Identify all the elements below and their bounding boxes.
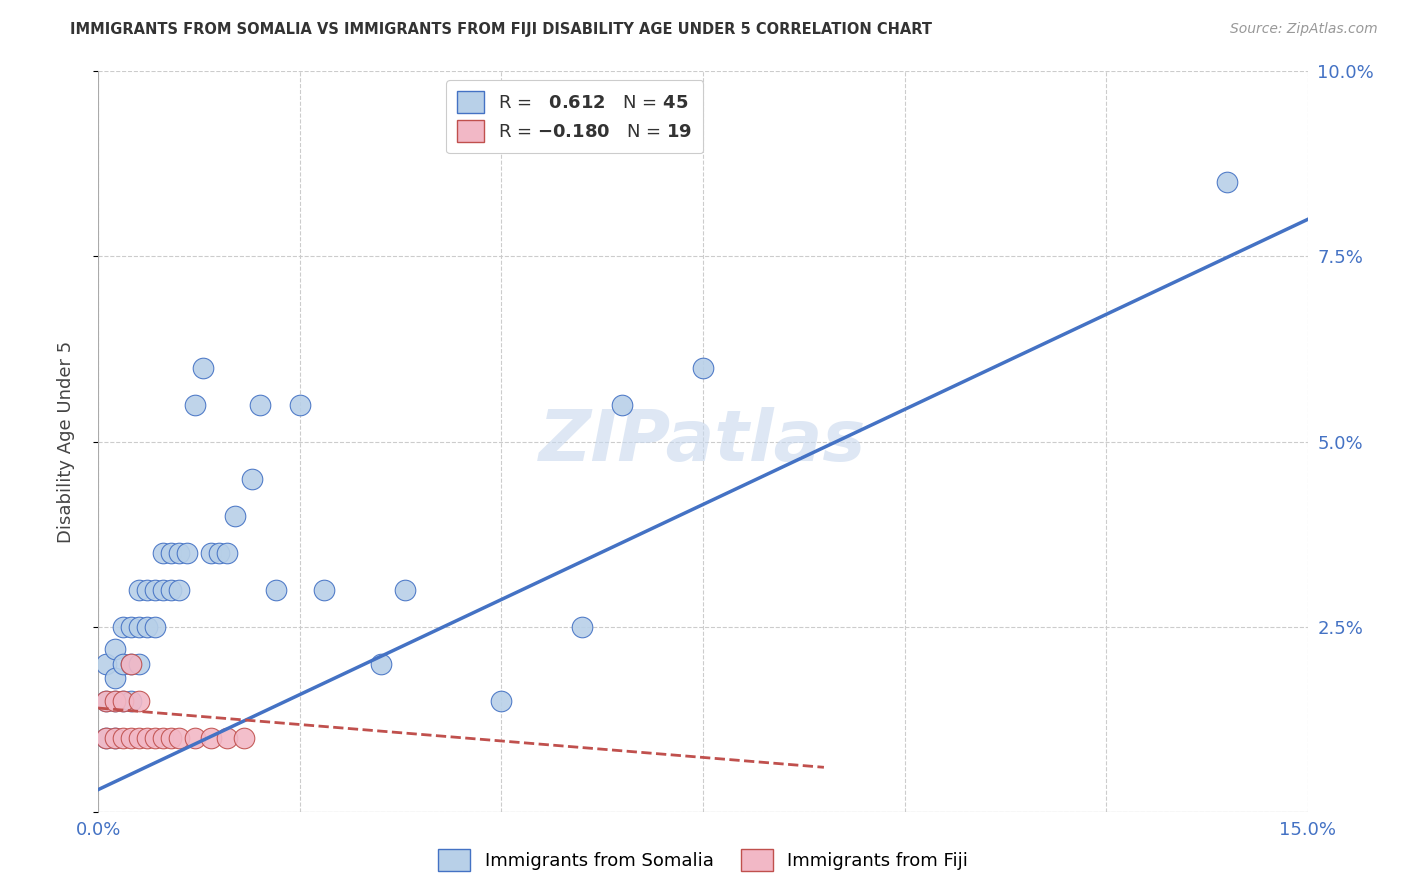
Point [120, 731, 142, 745]
Point [128, 731, 150, 745]
Point [167, 582, 190, 597]
Point [103, 694, 125, 708]
Point [184, 398, 207, 412]
Point [184, 731, 207, 745]
Point [135, 731, 157, 745]
Point [111, 694, 134, 708]
Point [160, 545, 183, 560]
Point [111, 731, 134, 745]
Point [217, 731, 239, 745]
Point [103, 731, 125, 745]
Point [612, 398, 634, 412]
Point [143, 731, 166, 745]
Point [135, 582, 157, 597]
Legend: R =   $\bf{0.612}$   N = $\bf{45}$, R = $\bf{-0.180}$   N = $\bf{19}$: R = $\bf{0.612}$ N = $\bf{45}$, R = $\bf… [446, 80, 703, 153]
Point [160, 731, 183, 745]
Point [111, 694, 134, 708]
Point [120, 619, 142, 633]
Point [128, 619, 150, 633]
Point [200, 545, 222, 560]
Point [240, 472, 263, 486]
Point [120, 657, 142, 671]
Point [128, 657, 150, 671]
Point [314, 582, 336, 597]
Point [160, 582, 183, 597]
Point [152, 545, 174, 560]
Point [96, 694, 118, 708]
Point [103, 731, 125, 745]
Point [692, 360, 714, 375]
Point [152, 582, 174, 597]
Point [103, 641, 125, 656]
Point [96, 731, 118, 745]
Point [143, 582, 166, 597]
Y-axis label: Disability Age Under 5: Disability Age Under 5 [56, 341, 75, 542]
Legend: Immigrants from Somalia, Immigrants from Fiji: Immigrants from Somalia, Immigrants from… [430, 842, 976, 879]
Point [96, 694, 118, 708]
Point [96, 657, 118, 671]
Point [176, 545, 198, 560]
Point [167, 545, 190, 560]
Point [224, 508, 246, 523]
Point [370, 657, 392, 671]
Point [200, 731, 222, 745]
Point [491, 694, 513, 708]
Point [120, 694, 142, 708]
Point [135, 619, 157, 633]
Point [152, 731, 174, 745]
Point [96, 731, 118, 745]
Text: IMMIGRANTS FROM SOMALIA VS IMMIGRANTS FROM FIJI DISABILITY AGE UNDER 5 CORRELATI: IMMIGRANTS FROM SOMALIA VS IMMIGRANTS FR… [70, 22, 932, 37]
Point [208, 545, 231, 560]
Point [167, 731, 190, 745]
Point [1216, 175, 1239, 190]
Point [193, 360, 215, 375]
Point [143, 619, 166, 633]
Point [128, 582, 150, 597]
Point [120, 657, 142, 671]
Point [249, 398, 271, 412]
Point [128, 694, 150, 708]
Point [264, 582, 287, 597]
Point [103, 694, 125, 708]
Point [217, 545, 239, 560]
Text: ZIPatlas: ZIPatlas [540, 407, 866, 476]
Point [111, 619, 134, 633]
Point [288, 398, 311, 412]
Point [103, 672, 125, 686]
Point [571, 619, 593, 633]
Point [111, 657, 134, 671]
Point [394, 582, 416, 597]
Text: Source: ZipAtlas.com: Source: ZipAtlas.com [1230, 22, 1378, 37]
Point [232, 731, 254, 745]
